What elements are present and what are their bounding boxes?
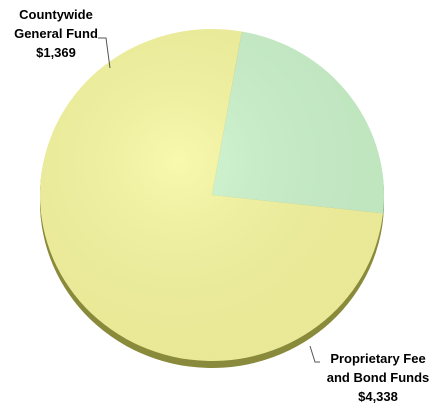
slice-label-countywide-line2: General Fund bbox=[14, 26, 98, 41]
pie-slice-countywide bbox=[212, 31, 384, 214]
pie-slices bbox=[39, 29, 384, 361]
leader-line-countywide bbox=[98, 37, 111, 69]
slice-value-proprietary: $4,338 bbox=[358, 389, 398, 404]
slice-label-proprietary-line2: and Bond Funds bbox=[327, 370, 430, 385]
slice-label-proprietary-line1: Proprietary Fee bbox=[330, 351, 425, 366]
slice-value-countywide: $1,369 bbox=[36, 45, 76, 60]
slice-label-countywide-line1: Countywide bbox=[19, 7, 93, 22]
leader-line-proprietary bbox=[309, 345, 320, 363]
